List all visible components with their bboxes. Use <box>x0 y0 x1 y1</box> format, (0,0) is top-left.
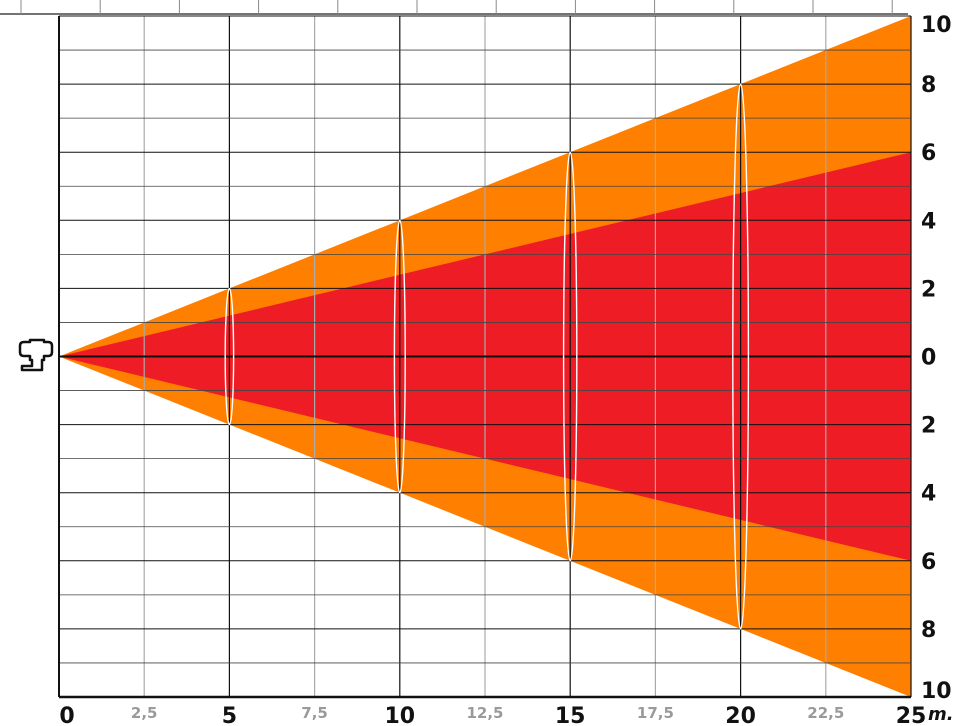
x-axis-unit-label: m. <box>928 704 954 725</box>
y-tick-label: 2 <box>921 414 936 439</box>
x-tick-label: 0 <box>59 704 74 726</box>
y-tick-label: 8 <box>921 618 936 643</box>
y-tick-label: 10 <box>921 13 952 38</box>
spot-ellipses <box>224 83 750 630</box>
y-tick-label: 6 <box>921 550 936 575</box>
x-tick-label: 10 <box>384 704 415 726</box>
x-tick-label: 25 <box>896 704 927 726</box>
x-tick-label: 5 <box>222 704 237 726</box>
y-tick-label: 8 <box>921 73 936 98</box>
spot-ellipse-1 <box>393 219 406 494</box>
x-tick-label: 17,5 <box>637 704 674 722</box>
x-tick-label: 12,5 <box>466 704 503 722</box>
y-tick-label: 6 <box>921 141 936 166</box>
y-tick-label: 4 <box>921 482 936 507</box>
plot-frame <box>58 16 911 699</box>
grid-lines <box>58 15 912 698</box>
y-tick-label: 10 <box>921 679 952 704</box>
spot-ellipse-2 <box>562 151 578 562</box>
x-tick-label: 20 <box>725 704 756 726</box>
x-tick-label: 22,5 <box>807 704 844 722</box>
top-border-ruler <box>0 0 908 15</box>
spotlight-icon <box>18 338 54 372</box>
x-tick-label: 7,5 <box>301 704 328 722</box>
y-tick-label: 0 <box>921 346 936 371</box>
x-axis-ticks: 0 2,5 5 7,5 10 12,5 15 17,5 20 22,5 25 <box>59 704 926 726</box>
spot-ellipse-0 <box>224 287 235 426</box>
spot-ellipse-3 <box>732 83 750 630</box>
y-tick-label: 4 <box>921 209 936 234</box>
y-axis-ticks: 10 8 6 4 2 0 2 4 6 8 10 <box>921 13 952 704</box>
x-tick-label: 2,5 <box>131 704 158 722</box>
y-tick-label: 2 <box>921 277 936 302</box>
x-tick-label: 15 <box>555 704 586 726</box>
